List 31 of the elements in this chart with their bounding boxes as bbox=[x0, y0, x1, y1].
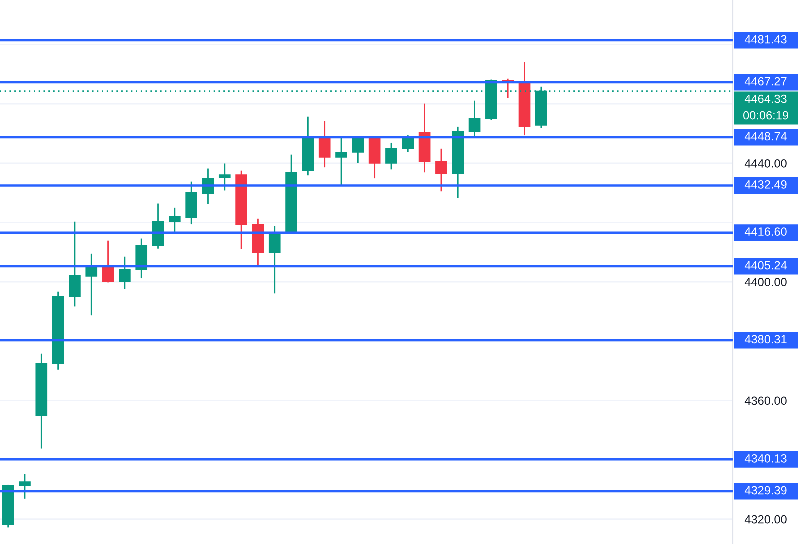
candlestick bbox=[268, 225, 281, 294]
ref-line-label: 4329.39 bbox=[744, 486, 787, 495]
candlestick bbox=[352, 136, 364, 164]
candlestick bbox=[336, 136, 348, 186]
y-tick-label: 4440.00 bbox=[744, 159, 787, 168]
candlestick bbox=[136, 238, 148, 280]
candlestick bbox=[69, 221, 81, 308]
ref-line-label: 4380.31 bbox=[744, 335, 787, 344]
ref-line-label: 4481.43 bbox=[744, 35, 787, 44]
ref-line-label: 4416.60 bbox=[744, 228, 787, 236]
ref-line-label: 4464.33 bbox=[744, 94, 787, 104]
candlestick bbox=[19, 473, 31, 500]
candlestick bbox=[386, 142, 398, 170]
candlestick bbox=[436, 148, 448, 192]
candlestick bbox=[86, 253, 98, 316]
candlestick bbox=[119, 256, 131, 290]
candlestick bbox=[102, 240, 114, 284]
y-tick-label: 4400.00 bbox=[744, 278, 787, 286]
y-tick-label: 4360.00 bbox=[744, 396, 787, 406]
y-tick-label: 4320.00 bbox=[744, 515, 787, 524]
candlestick bbox=[468, 100, 481, 138]
candlestick bbox=[402, 134, 414, 154]
ref-line-label: 4405.24 bbox=[744, 261, 787, 270]
ref-line-label: 4467.27 bbox=[744, 77, 787, 86]
candlestick bbox=[318, 120, 331, 168]
candlestick bbox=[169, 207, 181, 233]
ref-line-label: 4340.13 bbox=[744, 454, 787, 463]
ref-line-label: 4448.74 bbox=[744, 132, 787, 141]
text: 00:06:19 bbox=[743, 111, 788, 120]
candlestick bbox=[218, 163, 231, 192]
ref-line-label: 4432.49 bbox=[744, 180, 787, 189]
